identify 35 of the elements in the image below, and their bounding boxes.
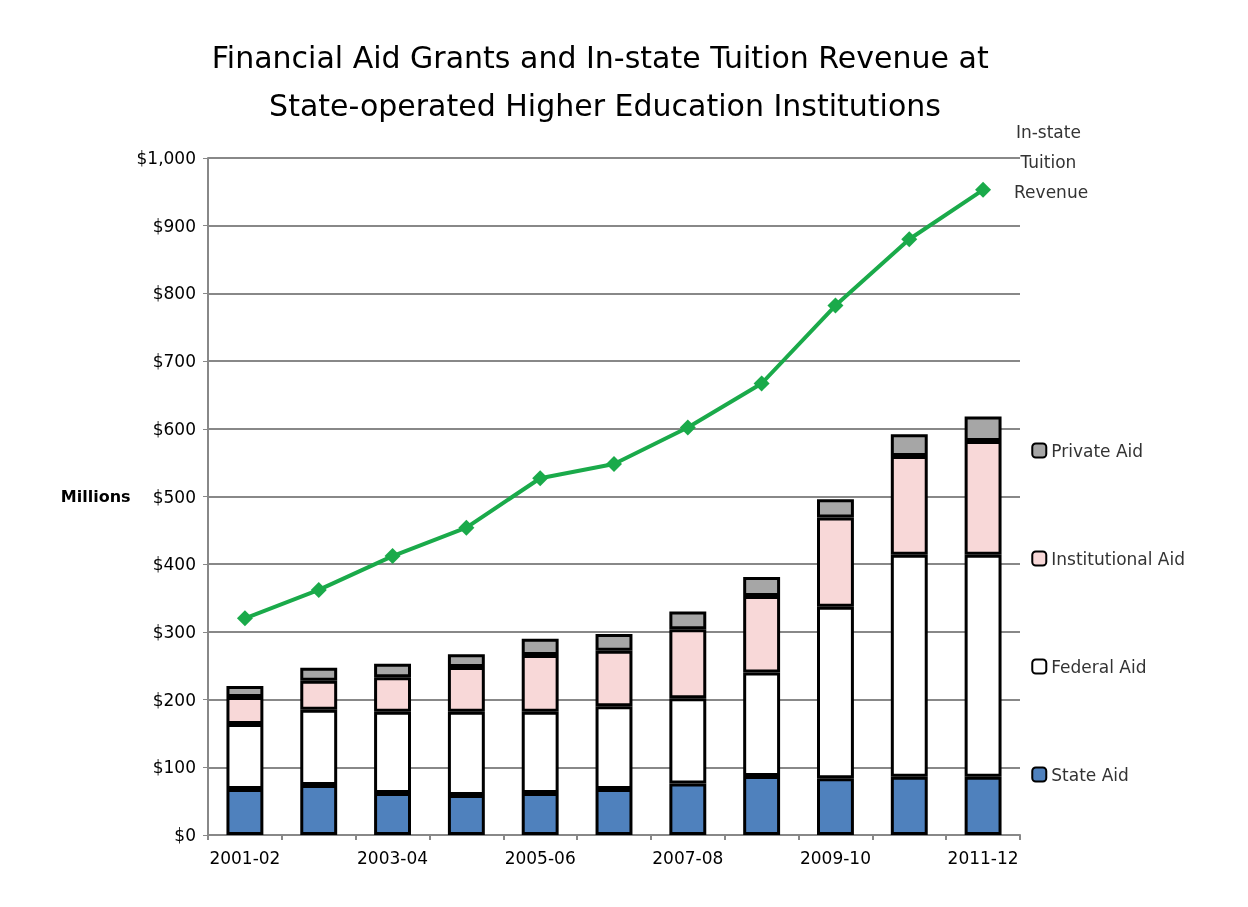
y-tick-label: $500 [152, 486, 196, 507]
legend-label: Federal Aid [1051, 656, 1147, 677]
y-tick-label: $900 [152, 215, 196, 236]
y-axis-title: Millions [60, 487, 131, 506]
x-tick-label: 2011-12 [947, 847, 1019, 868]
y-tick-label: $300 [152, 621, 196, 642]
y-tick-label: $600 [152, 418, 196, 439]
point [753, 375, 770, 392]
x-tick-label: 2003-04 [357, 847, 429, 868]
y-tick-label: $200 [152, 689, 196, 710]
legend-label: Private Aid [1051, 440, 1144, 461]
point [827, 297, 844, 314]
x-tick-label: 2007-08 [652, 847, 724, 868]
point [384, 548, 401, 565]
point [975, 181, 992, 198]
y-tick-label: $700 [152, 351, 196, 372]
point [458, 519, 475, 536]
point [532, 470, 549, 487]
legend-label: State Aid [1051, 764, 1129, 785]
point [606, 456, 622, 472]
y-tick-label: $100 [152, 757, 196, 778]
legend-label: Institutional Aid [1051, 548, 1186, 569]
y-tick-label: $800 [152, 283, 196, 304]
chart-title: Financial Aid Grants and In-state Tuition Revenue at State-operated Higher Education Institutions [211, 39, 999, 123]
point [236, 610, 253, 627]
point [679, 419, 696, 436]
point [901, 231, 918, 248]
series-label: In-state Tuition Revenue [1014, 121, 1089, 202]
point [310, 581, 327, 598]
x-tick-label: 2001-02 [209, 847, 281, 868]
y-tick-label: $400 [152, 554, 196, 575]
y-tick-label: $0 [174, 825, 196, 845]
x-tick-label: 2009-10 [799, 847, 871, 868]
x-tick-label: 2005-06 [504, 847, 576, 868]
y-tick-label: $1,000 [136, 148, 196, 168]
